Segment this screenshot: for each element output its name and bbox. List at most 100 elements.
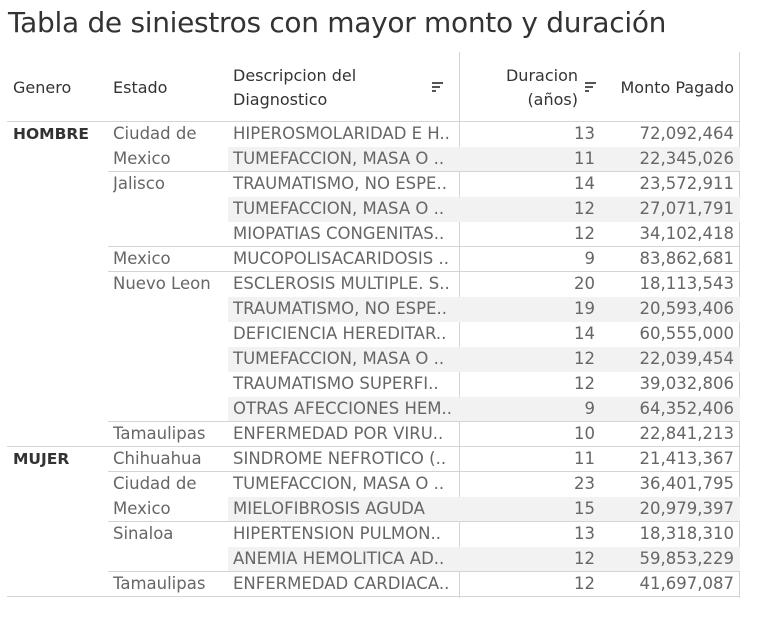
cell-duracion: 23: [574, 474, 595, 493]
cell-descripcion: MIELOFIBROSIS AGUDA: [233, 499, 425, 518]
cell-monto: 72,092,464: [639, 124, 734, 143]
cell-estado: Mexico: [113, 499, 171, 518]
cell-descripcion: ENFERMEDAD CARDIACA..: [233, 574, 450, 593]
cell-duracion: 13: [574, 124, 595, 143]
row-separator: [108, 421, 740, 422]
cell-monto: 22,039,454: [639, 349, 734, 368]
table-row[interactable]: TUMEFACCION, MASA O .. 12 22,039,454: [0, 347, 766, 372]
cell-estado: Jalisco: [113, 174, 165, 193]
table-row[interactable]: Tamaulipas ENFERMEDAD CARDIACA.. 12 41,697,…: [0, 571, 766, 597]
table-row[interactable]: OTRAS AFECCIONES HEM.. 9 64,352,406: [0, 397, 766, 422]
cell-descripcion: MUCOPOLISACARIDOSIS ..: [233, 249, 449, 268]
table-row[interactable]: TUMEFACCION, MASA O .. 12 27,071,791: [0, 197, 766, 222]
cell-descripcion: OTRAS AFECCIONES HEM..: [233, 399, 453, 418]
table-row[interactable]: ANEMIA HEMOLITICA AD.. 12 59,853,229: [0, 547, 766, 572]
row-separator: [108, 171, 740, 172]
cell-duracion: 19: [574, 299, 595, 318]
cell-monto: 20,593,406: [639, 299, 734, 318]
cell-estado: Ciudad de: [113, 124, 197, 143]
cell-duracion: 12: [574, 199, 595, 218]
cell-monto: 22,345,026: [639, 149, 734, 168]
row-band: [228, 347, 740, 372]
cell-genero: MUJER: [13, 450, 70, 468]
table-body: HOMBRE Ciudad de HIPEROSMOLARIDAD E H.. 13 7…: [0, 121, 766, 597]
cell-duracion: 14: [574, 324, 595, 343]
cell-monto: 60,555,000: [639, 324, 734, 343]
cell-duracion: 9: [584, 249, 596, 268]
sort-descending-icon[interactable]: [432, 82, 444, 92]
row-separator: [7, 446, 740, 447]
cell-duracion: 12: [574, 224, 595, 243]
cell-monto: 21,413,367: [639, 449, 734, 468]
row-band: [228, 197, 740, 222]
cell-duracion: 10: [574, 424, 595, 443]
row-separator: [7, 121, 740, 122]
cell-descripcion: ESCLEROSIS MULTIPLE. S..: [233, 274, 450, 293]
table-row[interactable]: TRAUMATISMO, NO ESPE.. 19 20,593,406: [0, 297, 766, 322]
cell-descripcion: DEFICIENCIA HEREDITAR..: [233, 324, 447, 343]
cell-estado: Ciudad de: [113, 474, 197, 493]
table-row[interactable]: Sinaloa HIPERTENSION PULMON.. 13 18,318,310: [0, 521, 766, 547]
row-separator: [108, 246, 740, 247]
row-band: [228, 547, 740, 572]
cell-monto: 18,318,310: [639, 524, 734, 543]
table-row[interactable]: Nuevo Leon ESCLEROSIS MULTIPLE. S.. 20 18,1…: [0, 271, 766, 297]
cell-estado: [113, 322, 225, 347]
cell-monto: 34,102,418: [639, 224, 734, 243]
table-row[interactable]: Mexico MUCOPOLISACARIDOSIS .. 9 83,862,681: [0, 246, 766, 272]
cell-monto: 64,352,406: [639, 399, 734, 418]
table-row[interactable]: Jalisco TRAUMATISMO, NO ESPE.. 14 23,572,91…: [0, 171, 766, 197]
table-bottom-border: [7, 596, 740, 597]
cell-descripcion: HIPEROSMOLARIDAD E H..: [233, 124, 450, 143]
cell-monto: 27,071,791: [639, 199, 734, 218]
header-duracion-line2[interactable]: (años): [527, 90, 578, 109]
cell-duracion: 20: [574, 274, 595, 293]
cell-descripcion: ENFERMEDAD POR VIRU..: [233, 424, 444, 443]
cell-monto: 59,853,229: [639, 549, 734, 568]
cell-estado: Mexico: [113, 149, 171, 168]
table-row[interactable]: Ciudad de TUMEFACCION, MASA O .. 23 36,401,…: [0, 471, 766, 497]
cell-duracion: 15: [574, 499, 595, 518]
table-row[interactable]: Mexico MIELOFIBROSIS AGUDA 15 20,979,397: [0, 497, 766, 522]
cell-estado: Tamaulipas: [113, 424, 206, 443]
cell-estado: [113, 397, 225, 422]
cell-descripcion: HIPERTENSION PULMON..: [233, 524, 441, 543]
header-descripcion-line1[interactable]: Descripcion del: [233, 66, 357, 85]
cell-monto: 23,572,911: [639, 174, 734, 193]
cell-monto: 20,979,397: [639, 499, 734, 518]
header-monto[interactable]: Monto Pagado: [620, 78, 734, 97]
cell-descripcion: ANEMIA HEMOLITICA AD..: [233, 549, 445, 568]
cell-descripcion: MIOPATIAS CONGENITAS..: [233, 224, 445, 243]
cell-descripcion: TRAUMATISMO SUPERFI..: [233, 374, 439, 393]
row-band: [228, 497, 740, 522]
cell-descripcion: TUMEFACCION, MASA O ..: [233, 474, 445, 493]
cell-duracion: 11: [574, 449, 595, 468]
cell-duracion: 12: [574, 374, 595, 393]
cell-estado: [113, 547, 225, 572]
table-row[interactable]: Tamaulipas ENFERMEDAD POR VIRU.. 10 22,841,…: [0, 421, 766, 447]
cell-genero: HOMBRE: [13, 125, 89, 143]
page-title: Tabla de siniestros con mayor monto y du…: [8, 6, 667, 39]
table-row[interactable]: TRAUMATISMO SUPERFI.. 12 39,032,806: [0, 372, 766, 397]
cell-descripcion: SINDROME NEFROTICO (..: [233, 449, 447, 468]
table-row[interactable]: MUJER Chihuahua SINDROME NEFROTICO (.. 11 21…: [0, 446, 766, 472]
cell-descripcion: TRAUMATISMO, NO ESPE..: [233, 299, 447, 318]
table-row[interactable]: Mexico TUMEFACCION, MASA O .. 11 22,345,026: [0, 147, 766, 172]
sort-descending-icon[interactable]: [585, 82, 597, 92]
table-row[interactable]: MIOPATIAS CONGENITAS.. 12 34,102,418: [0, 222, 766, 247]
row-separator: [108, 271, 740, 272]
table-row[interactable]: HOMBRE Ciudad de HIPEROSMOLARIDAD E H.. 13 7…: [0, 121, 766, 147]
row-separator: [108, 471, 740, 472]
cell-estado: Nuevo Leon: [113, 274, 211, 293]
table-row[interactable]: DEFICIENCIA HEREDITAR.. 14 60,555,000: [0, 322, 766, 347]
header-genero[interactable]: Genero: [13, 78, 72, 97]
cell-monto: 41,697,087: [639, 574, 734, 593]
cell-duracion: 13: [574, 524, 595, 543]
header-descripcion-line2[interactable]: Diagnostico: [233, 90, 328, 109]
cell-estado: [113, 222, 225, 247]
header-estado[interactable]: Estado: [113, 78, 168, 97]
cell-monto: 83,862,681: [639, 249, 734, 268]
cell-duracion: 11: [574, 149, 595, 168]
cell-estado: Chihuahua: [113, 449, 202, 468]
header-duracion-line1[interactable]: Duracion: [505, 66, 578, 85]
